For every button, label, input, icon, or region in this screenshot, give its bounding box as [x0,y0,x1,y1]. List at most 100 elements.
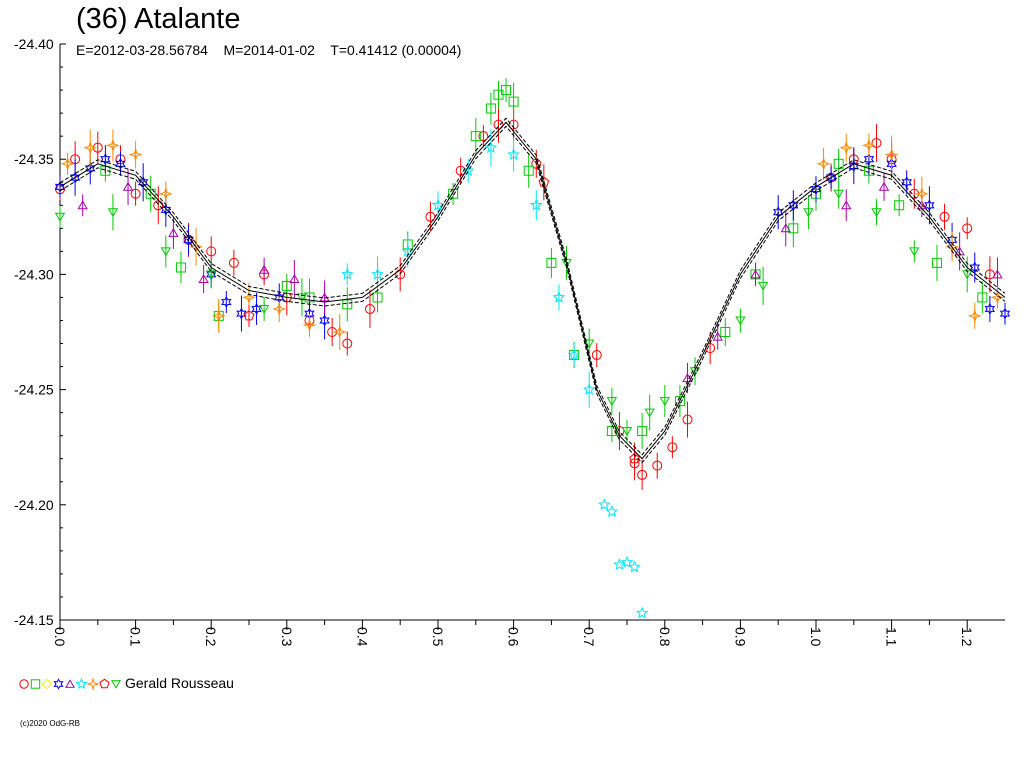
data-points [54,78,1011,619]
legend-marker [41,678,53,690]
y-tick-label: -24.40 [14,36,54,52]
data-point [621,427,633,437]
data-point [319,292,330,302]
data-point [175,262,186,273]
data-point [924,199,935,212]
data-point [501,85,512,96]
data-point [130,188,141,199]
data-point [788,223,799,234]
data-point [258,305,270,314]
data-point [221,295,232,309]
y-tick-label: -24.30 [14,266,54,282]
data-point [848,160,860,173]
data-point [780,223,791,233]
data-point [667,442,678,453]
data-point [523,165,534,176]
data-point [931,257,942,268]
data-point [637,469,648,480]
data-point [637,426,648,437]
data-point [962,223,973,234]
data-point [243,310,255,321]
fit-curve-upper [59,117,1006,456]
x-tick-label: 1.2 [959,627,975,647]
copyright-notice: (c)2020 OdG-RB [20,719,81,728]
data-point [620,555,634,568]
data-point [582,382,596,395]
data-point [228,257,239,268]
data-point [92,142,103,153]
data-point [712,331,723,341]
data-point [340,267,354,280]
data-point [584,339,595,349]
data-point [992,269,1003,279]
y-tick-label: -24.25 [14,382,54,398]
data-point [682,414,693,425]
x-tick-label: 1.0 [808,627,824,647]
data-point [236,307,247,320]
fit-curve-lower [59,125,1006,464]
data-point [168,227,179,237]
data-point [158,186,173,201]
data-point [145,188,156,199]
x-tick-label: 0.4 [354,627,370,647]
legend-marker [75,677,88,690]
data-point [128,147,143,162]
data-point [508,96,519,107]
data-point [160,247,172,257]
data-point [984,269,995,280]
data-point [448,188,459,199]
data-point [281,280,292,291]
data-point [939,211,950,222]
data-point [302,318,317,333]
data-point [115,157,126,170]
data-point [364,303,375,314]
data-point [945,239,959,254]
data-point [296,293,308,303]
legend-marker [111,680,121,689]
data-point [833,189,844,199]
data-point [122,181,134,191]
data-point [720,327,731,337]
data-point [839,140,854,155]
data-point [493,119,504,130]
legend-marker [65,679,75,688]
x-tick-label: 0.0 [52,627,68,647]
legend-label: Gerald Rousseau [125,675,234,691]
legend-marker [30,679,41,689]
data-point [861,138,876,153]
data-point [591,350,602,361]
data-point [967,309,982,323]
data-point [984,302,996,316]
data-point [189,239,203,254]
x-tick-label: 0.7 [581,627,597,647]
fit-curve [59,117,1006,464]
data-point [788,199,799,212]
y-tick-label: -24.15 [14,612,54,628]
x-tick-label: 0.1 [128,627,144,647]
data-point [198,274,209,283]
data-point [258,264,270,274]
data-point [342,338,353,349]
data-point [605,505,619,518]
data-point [871,138,882,149]
data-point [211,309,226,323]
data-point [478,131,489,142]
data-point [629,453,640,464]
data-point [485,103,496,114]
data-point [552,290,566,303]
data-point [871,208,882,218]
data-point [105,138,120,153]
data-point [954,246,965,256]
data-point [969,261,981,274]
data-point [289,274,300,283]
data-point [567,348,581,361]
data-point [598,498,611,511]
data-point [431,198,445,211]
data-point [628,560,641,573]
data-point [606,426,617,437]
data-point [319,314,330,327]
data-point [327,327,338,337]
data-point [470,131,481,142]
x-tick-label: 0.3 [279,627,295,647]
